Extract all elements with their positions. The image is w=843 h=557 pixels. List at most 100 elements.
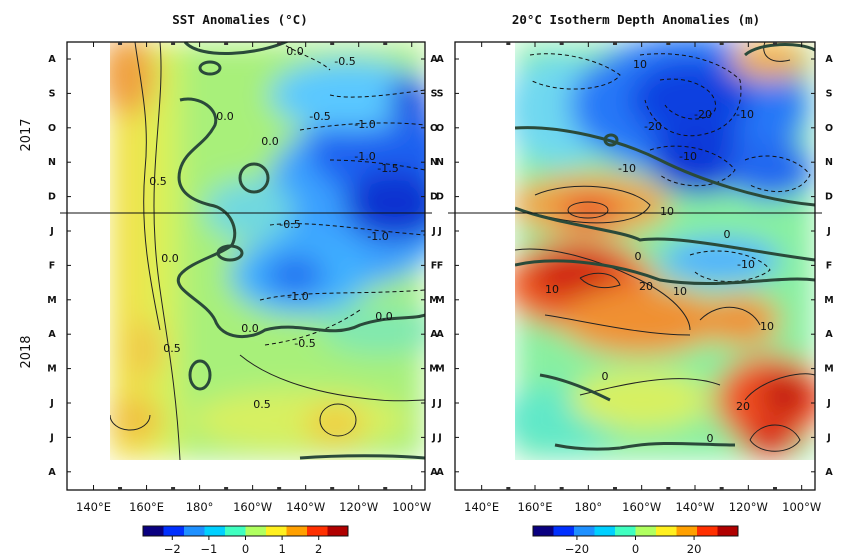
month-label: F [431,260,438,271]
colorbar-segment [266,526,287,536]
contour-label: 0.0 [286,45,304,58]
contour-label: -10 [618,162,636,175]
month-label: N [825,157,833,168]
x-tick-label: 180° [574,500,602,514]
month-label: A [436,467,444,478]
colorbar-segment [163,526,185,536]
x-tick-label: 160°W [233,500,272,514]
x-tick-label: 160°E [518,500,553,514]
left-panel: 0.0-0.50.0 -0.5-1.00.0-1.0-1.50.5-0.5-1.0… [47,41,439,514]
month-label: M [429,295,438,306]
right-x-ticks: 140°E 160°E 180° 160°W 140°W 120°W 100°W [464,42,821,514]
x-minor-tick [666,42,671,45]
month-label: A [48,467,56,478]
contour-label: 0.0 [216,110,234,123]
right-panel: 10 -10 -20 -20 -10 -10 10 0 -10 0 20 10 10 10 0 20 0 140… [435,41,834,514]
month-label: J [49,226,54,237]
x-minor-tick [330,42,335,45]
sst-contour-labels: 0.0-0.50.0 -0.5-1.00.0-1.0-1.50.5-0.5-1.0… [149,45,398,411]
colorbar-tick-label: −20 [565,542,589,556]
contour-label: 0 [707,432,714,445]
month-label: A [436,329,444,340]
month-label: J [437,226,442,237]
month-label: A [825,329,833,340]
right-plot-frame [454,41,816,491]
x-minor-tick [773,487,777,490]
x-minor-tick [559,487,564,490]
month-label: J [49,398,54,409]
year-label-2018: 2018 [19,335,34,368]
x-minor-tick [224,42,229,45]
contour-label: 0.5 [253,398,271,411]
colorbar-segment [307,526,328,536]
x-minor-tick [118,487,123,490]
contour-label: -0.5 [279,218,300,231]
month-label: A [48,329,56,340]
month-label: O [430,123,438,134]
colorbar-segment [286,526,308,536]
left-plot-frame [66,41,426,491]
x-minor-tick [277,487,282,490]
month-label: F [437,260,444,271]
x-minor-tick [277,42,282,45]
contour-label: -10 [737,258,755,271]
colorbar-tick-label: −1 [200,542,217,556]
contour-label: -1.5 [377,162,398,175]
month-label: M [435,295,444,306]
colorbar-segment [553,526,575,536]
contour-label: -0.5 [294,337,315,350]
colorbar-segment [697,526,718,536]
month-label: A [430,467,438,478]
x-tick-label: 140°E [76,500,111,514]
contour-label: 0 [635,250,642,263]
x-tick-label: 120°W [729,500,768,514]
x-minor-tick [719,487,724,490]
contour-label: 10 [545,283,559,296]
colorbar-segment [204,526,226,536]
colorbar-tick-label: −2 [164,542,181,556]
x-tick-label: 160°W [622,500,661,514]
contour-label: 20 [736,400,750,413]
x-minor-tick [613,42,617,45]
month-label: M [435,364,444,375]
contour-label: 0.0 [161,252,179,265]
left-panel-title: SST Anomalies (°C) [172,12,307,27]
x-tick-label: 100°W [782,500,821,514]
contour-label: -20 [694,108,712,121]
colorbar-tick-label: 0 [632,542,639,556]
colorbar-segment [143,526,164,536]
x-tick-label: 140°E [464,500,499,514]
colorbar-segment [676,526,698,536]
x-tick-label: 160°E [129,500,164,514]
sst-contours [110,42,425,460]
colorbar-tick-label: 1 [278,542,285,556]
colorbar-tick-label: 20 [687,542,702,556]
month-label: J [431,398,436,409]
month-label: M [47,364,56,375]
colorbar-segment [184,526,205,536]
month-label: N [430,157,438,168]
x-minor-tick [118,42,123,45]
contour-label: 10 [633,58,647,71]
month-label: S [437,88,444,99]
colorbar-segment [533,526,554,536]
x-tick-label: 120°W [339,500,378,514]
colorbar-segment [615,526,636,536]
contour-label: 10 [660,205,674,218]
month-label: J [826,226,831,237]
month-label: O [48,123,56,134]
x-minor-tick [559,42,564,45]
month-label: J [826,398,831,409]
x-tick-label: 180° [186,500,214,514]
contour-label: -10 [736,108,754,121]
year-label-2017: 2017 [19,118,34,151]
month-label: J [437,398,442,409]
month-label: A [825,467,833,478]
colorbar-segment [656,526,677,536]
month-label: F [49,260,56,271]
left-x-ticks: 140°E 160°E 180° 160°W 140°W 120°W 100°W [76,42,431,514]
contour-label: 0.0 [261,135,279,148]
month-label: J [826,432,831,443]
month-label: O [436,123,444,134]
x-minor-tick [666,487,671,490]
